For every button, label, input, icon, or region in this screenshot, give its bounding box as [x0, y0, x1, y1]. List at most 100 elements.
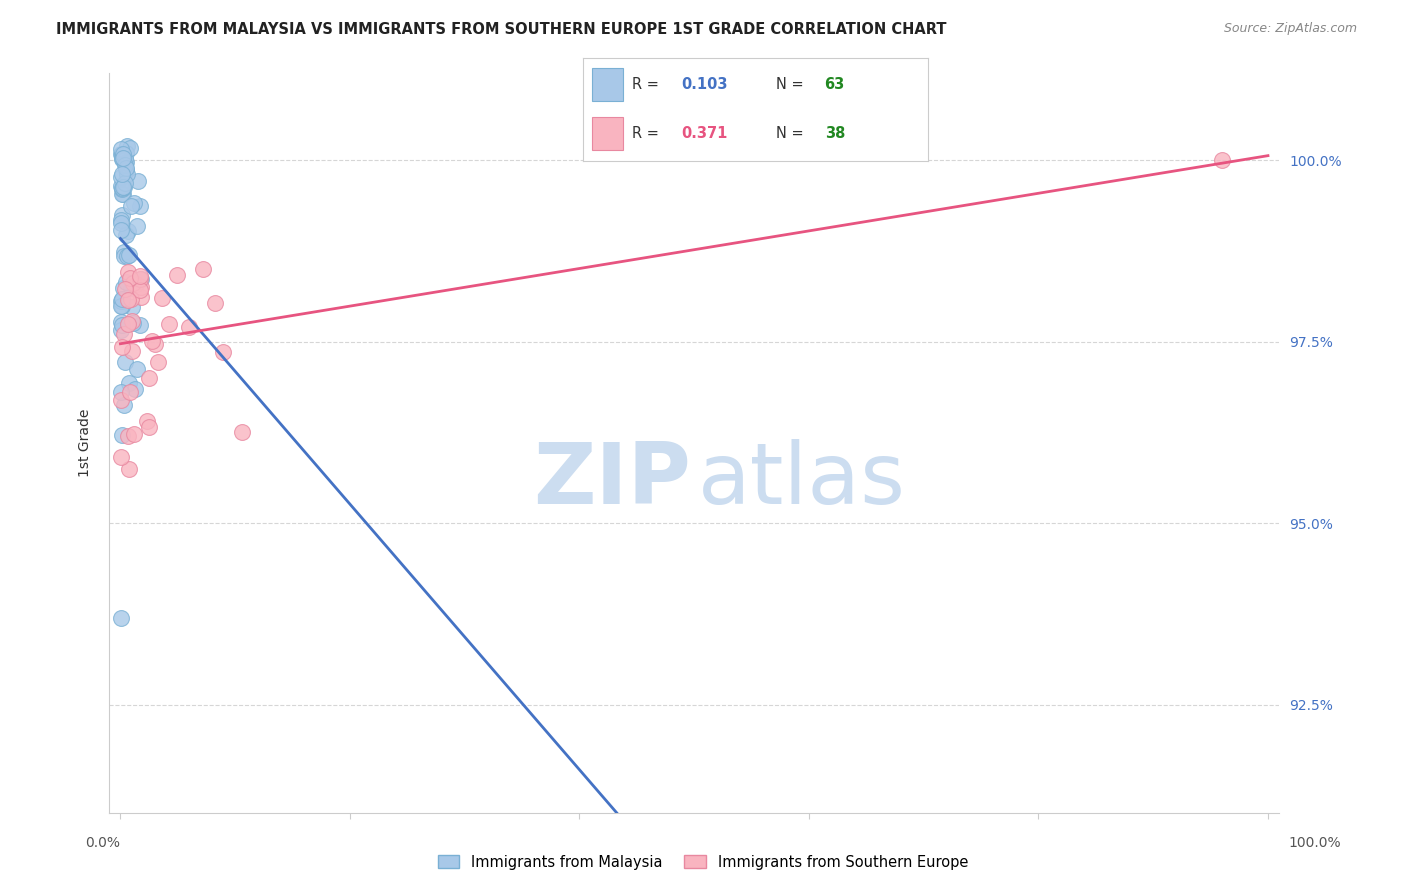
Point [112, 244, 135, 259]
Point [114, 228, 136, 243]
Point [150, 291, 173, 305]
Point [112, 398, 135, 412]
Point [110, 427, 132, 442]
Y-axis label: 1st Grade: 1st Grade [79, 409, 93, 477]
Point [128, 199, 150, 213]
Point [129, 272, 152, 286]
Point [129, 318, 152, 333]
Point [117, 224, 139, 238]
Point [114, 282, 136, 296]
Point [143, 336, 166, 351]
Point [118, 141, 141, 155]
Text: R =: R = [631, 77, 664, 92]
Point [114, 275, 136, 289]
Point [114, 176, 136, 190]
Point [110, 169, 132, 184]
Text: 0.103: 0.103 [682, 77, 728, 92]
Text: 100.0%: 100.0% [1288, 836, 1341, 850]
FancyBboxPatch shape [592, 118, 623, 150]
Point [110, 147, 132, 161]
Point [110, 216, 132, 230]
Point [110, 610, 132, 624]
Point [118, 462, 141, 476]
Point [115, 249, 138, 263]
Point [146, 355, 169, 369]
Point [112, 179, 135, 194]
Text: atlas: atlas [697, 439, 905, 522]
Point [110, 223, 132, 237]
Point [111, 182, 134, 196]
Point [121, 314, 143, 328]
Point [117, 429, 139, 443]
Point [117, 139, 139, 153]
Point [141, 334, 163, 348]
Point [114, 355, 136, 369]
Point [110, 450, 132, 464]
Point [110, 392, 132, 407]
Point [121, 300, 143, 314]
Point [125, 362, 148, 376]
Point [114, 158, 136, 172]
Point [111, 318, 134, 332]
Point [112, 326, 135, 341]
Point [111, 152, 134, 166]
Text: ZIP: ZIP [533, 439, 690, 522]
Point [111, 151, 134, 165]
Point [110, 142, 132, 156]
Point [122, 316, 145, 330]
Point [110, 294, 132, 309]
Point [211, 345, 233, 359]
Point [120, 199, 142, 213]
Point [110, 212, 132, 227]
Text: 0.371: 0.371 [682, 127, 728, 142]
Point [177, 319, 200, 334]
Point [111, 340, 134, 354]
Point [111, 292, 134, 306]
Point [114, 161, 136, 175]
Text: 38: 38 [824, 127, 845, 142]
Point [110, 385, 132, 400]
Point [112, 151, 135, 165]
Point [118, 248, 141, 262]
Point [191, 261, 214, 276]
Point [136, 414, 159, 428]
Point [110, 323, 132, 337]
Text: IMMIGRANTS FROM MALAYSIA VS IMMIGRANTS FROM SOUTHERN EUROPE 1ST GRADE CORRELATIO: IMMIGRANTS FROM MALAYSIA VS IMMIGRANTS F… [56, 22, 946, 37]
Point [110, 147, 132, 161]
Text: Source: ZipAtlas.com: Source: ZipAtlas.com [1223, 22, 1357, 36]
FancyBboxPatch shape [592, 69, 623, 101]
Point [120, 281, 142, 295]
Point [117, 317, 139, 331]
Point [115, 167, 138, 181]
Point [114, 162, 136, 177]
Text: N =: N = [776, 127, 808, 142]
Point [111, 147, 134, 161]
Point [117, 265, 139, 279]
Point [129, 272, 152, 286]
Point [120, 292, 142, 306]
Point [1211, 153, 1233, 167]
Text: R =: R = [631, 127, 664, 142]
Point [114, 153, 136, 167]
Point [122, 196, 145, 211]
Point [114, 155, 136, 169]
Point [138, 371, 160, 385]
Point [231, 425, 253, 439]
Point [118, 385, 141, 400]
Text: N =: N = [776, 77, 808, 92]
Point [129, 290, 152, 304]
Point [115, 145, 138, 160]
Point [122, 276, 145, 290]
Point [111, 208, 134, 222]
Point [131, 280, 153, 294]
Point [138, 419, 160, 434]
Point [128, 268, 150, 283]
Point [127, 219, 149, 234]
Point [121, 343, 143, 358]
Text: 63: 63 [824, 77, 845, 92]
Point [124, 382, 146, 396]
Point [122, 426, 145, 441]
Point [112, 281, 135, 295]
Point [118, 270, 141, 285]
Point [118, 376, 141, 391]
